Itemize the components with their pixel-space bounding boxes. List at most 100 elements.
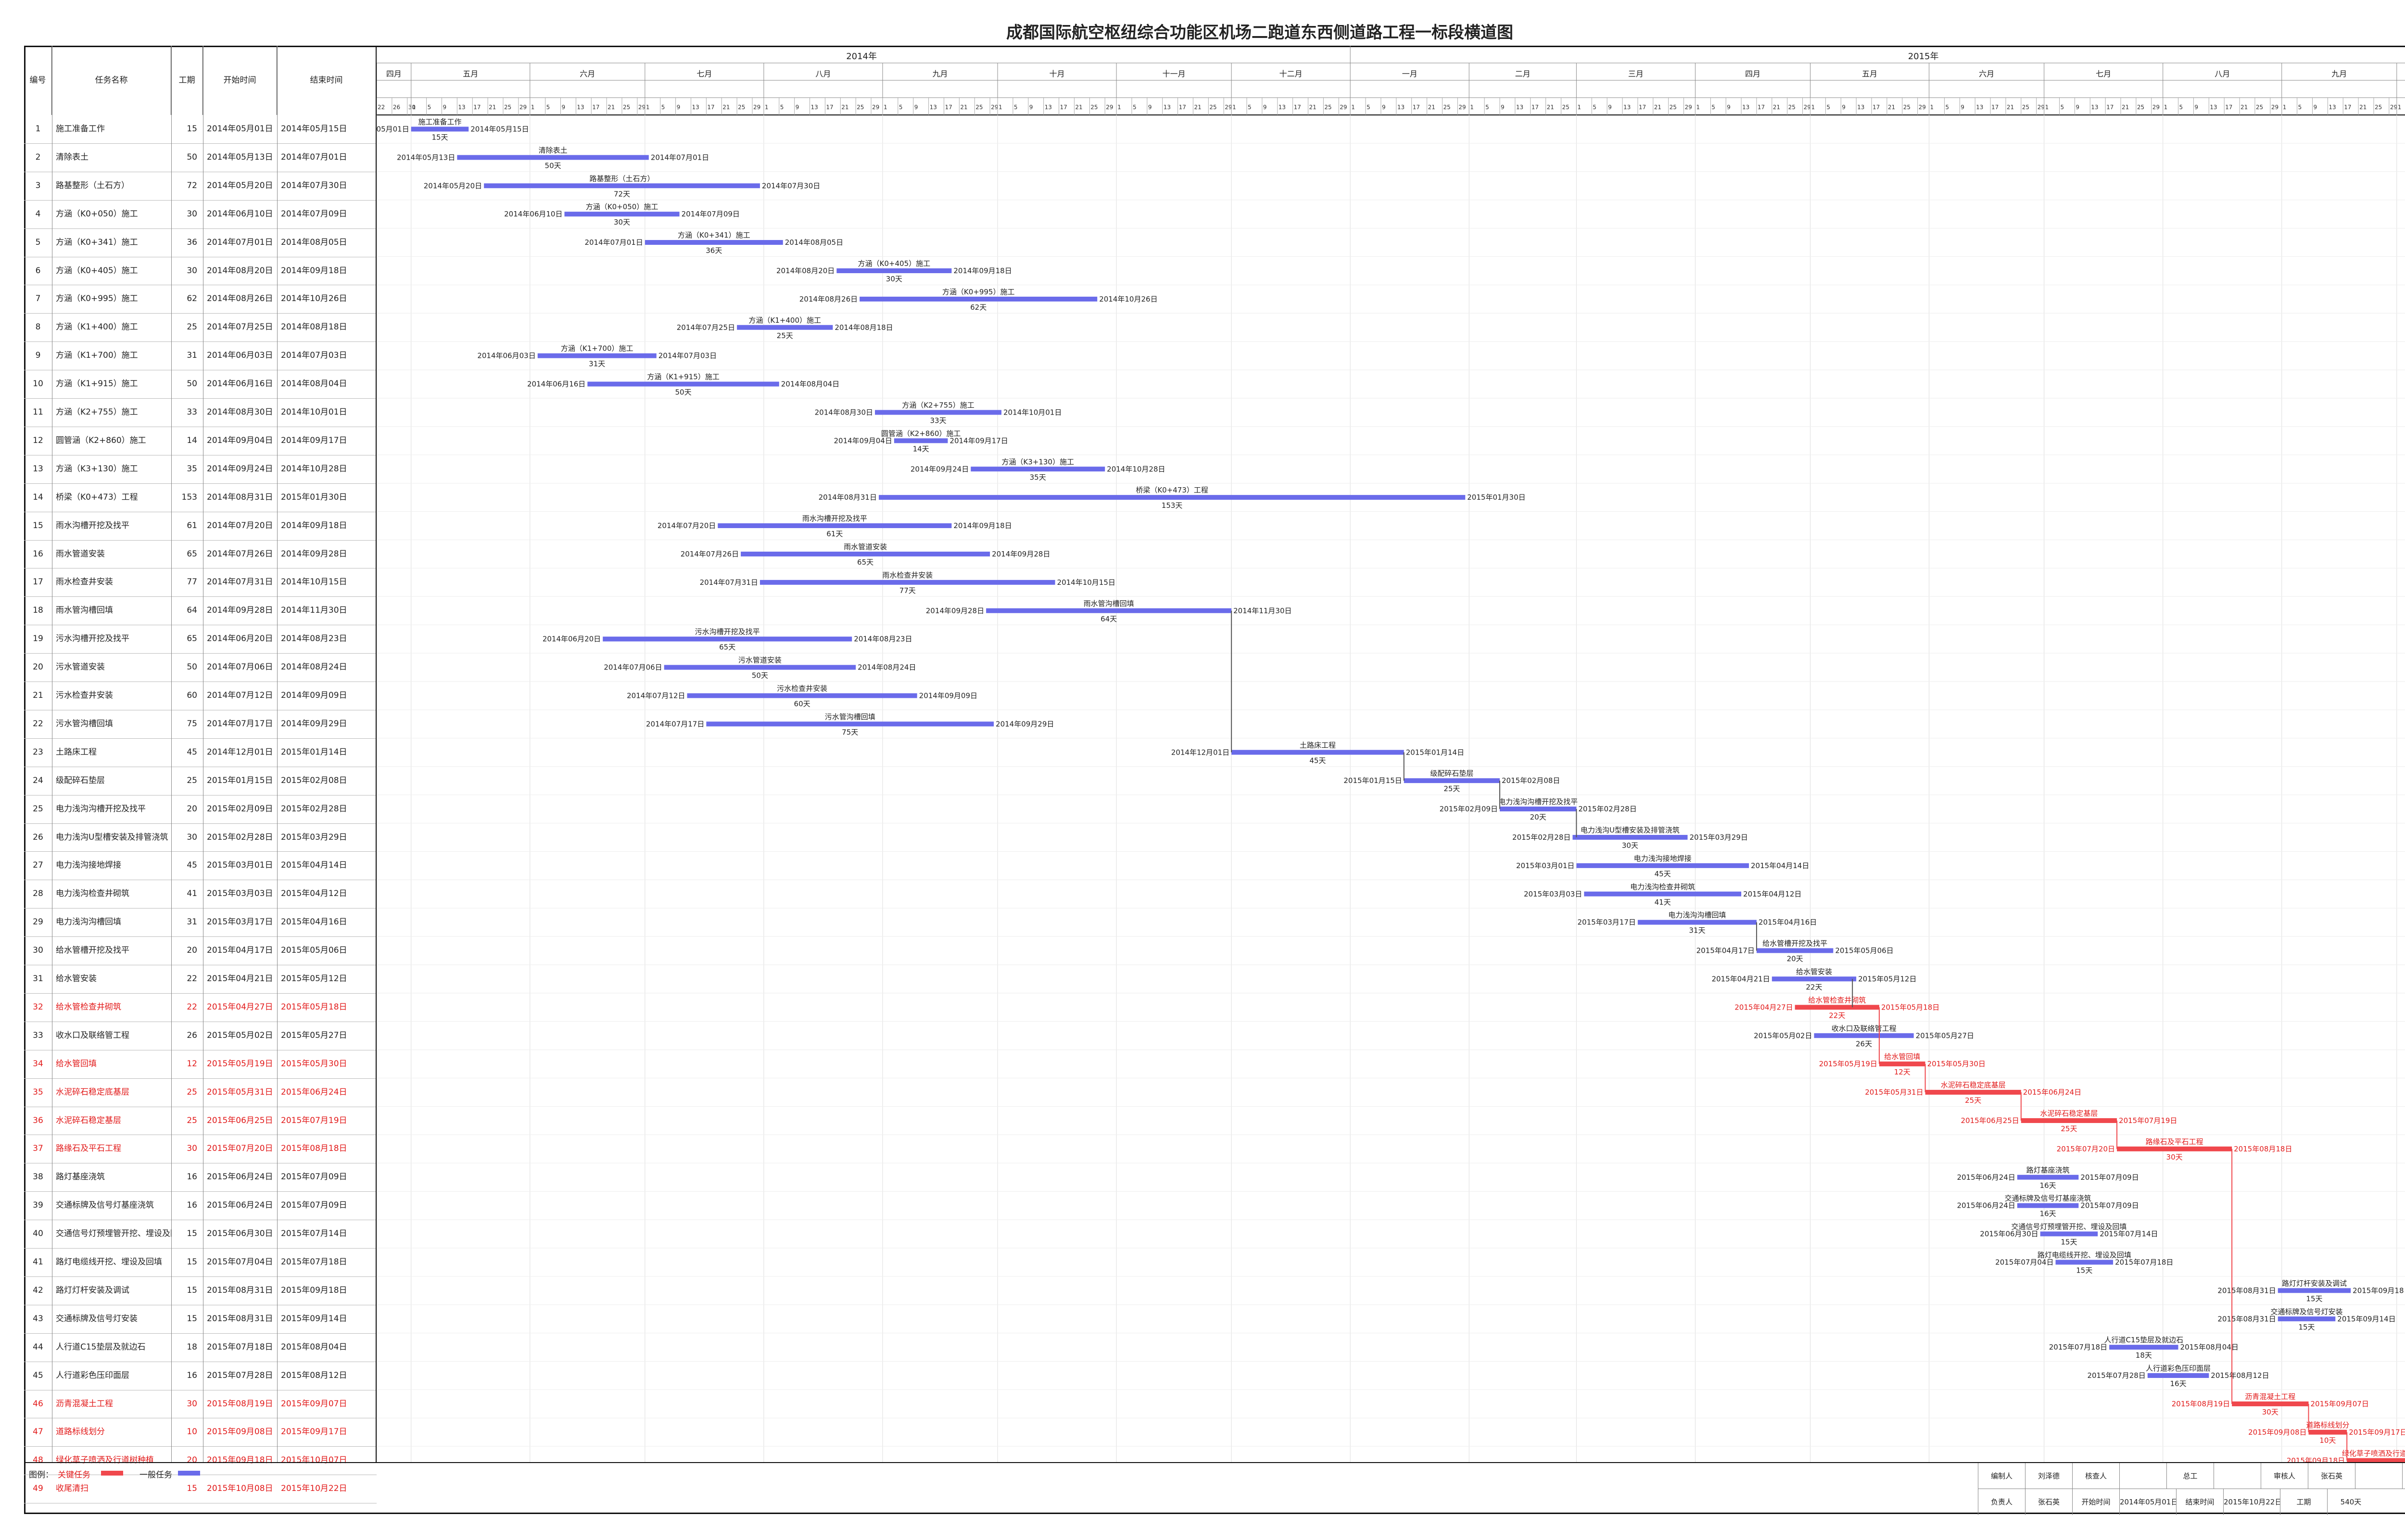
day-label: 17 [1060,104,1067,111]
task-bar-name: 方涵（K0+050）施工 [586,202,658,211]
task-cell-dur: 61 [187,520,197,530]
task-end-label: 2014年10月26日 [1099,295,1157,303]
task-cell-end: 2014年09月18日 [281,265,347,276]
task-bar [1925,1090,2021,1095]
task-cell-name: 方涵（K0+995）施工 [56,294,138,304]
task-start-label: 2014年06月20日 [543,635,601,644]
day-label: 21 [2240,104,2248,111]
task-end-label: 2015年07月19日 [2119,1116,2177,1125]
day-label: 17 [2225,104,2232,111]
task-cell-dur: 75 [187,719,197,729]
task-bar [2040,1231,2098,1237]
signoff-cell: 工期 [2280,1489,2327,1515]
day-label: 9 [1263,104,1267,111]
task-cell-start: 2014年06月03日 [207,351,273,361]
day-label: 13 [2091,104,2098,111]
month-label: 十月 [1050,69,1065,78]
task-cell-end: 2015年07月09日 [281,1200,347,1211]
day-label: 29 [2152,104,2160,111]
day-label: 1 [1232,104,1236,111]
chart-frame [24,46,2405,1514]
task-cell-end: 2015年01月30日 [281,492,347,502]
day-label: 25 [2137,104,2144,111]
task-bar [875,410,1001,415]
task-duration-label: 16天 [2040,1181,2056,1190]
task-bar [1637,920,1757,925]
task-duration-label: 25天 [777,331,793,340]
day-label: 17 [592,104,599,111]
task-duration-label: 22天 [1829,1011,1845,1020]
task-bar [1814,1033,1914,1038]
day-label: 5 [428,104,431,111]
year-label: 2014年 [846,51,877,62]
legend-normal-swatch [178,1471,200,1476]
task-end-label: 2015年09月07日 [2311,1400,2369,1408]
task-cell-dur: 16 [187,1370,197,1380]
column-header-start: 开始时间 [203,46,277,115]
task-cell-name: 级配碎石垫层 [56,775,105,785]
day-label: 13 [1976,104,1983,111]
day-label: 25 [975,104,983,111]
task-bar [2147,1373,2209,1378]
task-cell-end: 2014年08月24日 [281,662,347,672]
day-label: 25 [738,104,745,111]
task-bar-name: 清除表土 [539,146,568,154]
task-cell-dur: 31 [187,917,197,927]
task-cell-name: 方涵（K0+341）施工 [56,237,138,247]
day-label: 17 [2106,104,2114,111]
task-cell-end: 2014年10月01日 [281,407,347,417]
task-end-label: 2015年02月28日 [1578,805,1636,813]
day-label: 9 [443,104,446,111]
task-cell-dur: 64 [187,606,197,616]
day-label: 13 [2210,104,2217,111]
signoff-cell: 540天 [2327,1489,2374,1515]
row-divider [24,540,377,541]
task-cell-name: 人行道C15垫层及就边石 [56,1342,146,1352]
task-bar-name: 道路标线划分 [2306,1421,2349,1429]
task-cell-dur: 41 [187,889,197,899]
task-end-label: 2015年07月14日 [2100,1230,2158,1238]
task-bar [2021,1118,2117,1123]
day-label: 9 [1148,104,1152,111]
task-cell-name: 给水管回填 [56,1059,97,1069]
task-end-label: 2015年07月09日 [2080,1173,2139,1182]
task-duration-label: 16天 [2040,1210,2056,1218]
task-start-label: 2014年07月06日 [604,663,662,672]
day-label: 13 [1857,104,1864,111]
day-label: 5 [1826,104,1830,111]
task-bar-name: 交通标牌及信号灯基座浇筑 [2005,1194,2091,1203]
day-label: 21 [1888,104,1895,111]
task-start-label: 2014年08月30日 [815,408,873,417]
task-cell-start: 2015年04月21日 [207,974,273,984]
task-bar-name: 人行道彩色压印面层 [2146,1364,2211,1373]
task-cell-id: 17 [33,577,43,587]
task-cell-end: 2015年04月16日 [281,917,347,927]
task-duration-label: 15天 [2298,1323,2315,1331]
task-bar-name: 绿化草子喷洒及行道树种植 [2342,1449,2405,1458]
task-cell-name: 路灯灯杆安装及调试 [56,1285,129,1295]
task-bar [1795,1005,1879,1010]
task-start-label: 2014年07月17日 [646,720,704,728]
day-label: 21 [2359,104,2367,111]
task-cell-id: 4 [35,209,41,219]
day-label: 29 [1106,104,1113,111]
task-start-label: 2015年05月02日 [1754,1031,1812,1040]
task-end-label: 2014年07月30日 [762,181,820,190]
task-cell-end: 2015年01月14日 [281,747,347,757]
task-end-label: 2014年09月29日 [996,720,1054,728]
task-cell-start: 2014年08月26日 [207,294,273,304]
task-cell-end: 2015年03月29日 [281,832,347,842]
task-cell-name: 路灯基座浇筑 [56,1172,105,1182]
task-cell-id: 38 [33,1172,43,1182]
task-cell-dur: 22 [187,974,197,984]
day-label: 26 [393,104,400,111]
task-cell-name: 污水管道安装 [56,662,105,672]
task-start-label: 2015年07月04日 [1995,1258,2053,1266]
task-end-label: 2014年08月04日 [781,380,839,389]
task-cell-end: 2015年08月12日 [281,1370,347,1380]
task-bar [878,495,1466,500]
day-label: 17 [1294,104,1301,111]
task-cell-end: 2015年08月18日 [281,1144,347,1154]
task-cell-id: 47 [33,1427,43,1437]
task-duration-label: 153天 [1162,501,1183,510]
